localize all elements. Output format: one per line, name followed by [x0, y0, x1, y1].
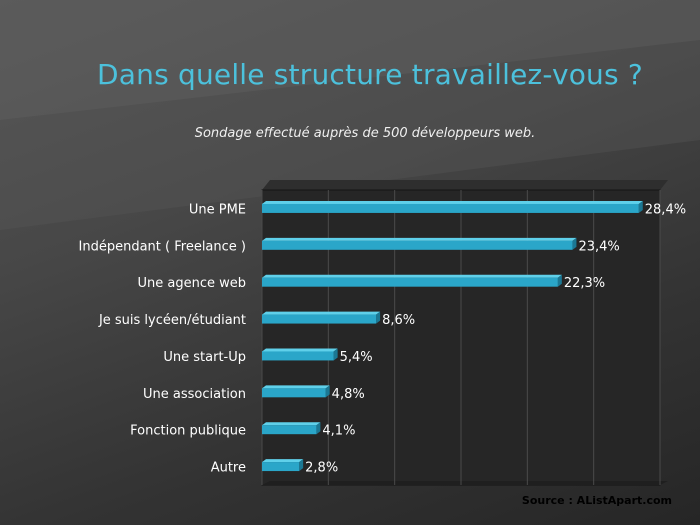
value-label: 23,4% — [578, 239, 619, 254]
category-label: Une start-Up — [163, 350, 246, 365]
bar — [262, 277, 558, 287]
value-label: 8,6% — [382, 313, 415, 328]
bar — [262, 240, 573, 250]
plot-floor — [262, 481, 668, 485]
bar — [262, 462, 300, 472]
slide-title: Dans quelle structure travaillez-vous ? — [97, 58, 643, 91]
bar — [262, 351, 334, 361]
category-label: Je suis lycéen/étudiant — [98, 313, 246, 328]
value-label: 4,8% — [332, 387, 365, 402]
category-label: Autre — [211, 461, 246, 476]
bar-top — [262, 459, 304, 463]
category-label: Une agence web — [137, 276, 246, 291]
category-label: Fonction publique — [130, 424, 246, 439]
value-label: 5,4% — [340, 350, 373, 365]
bar-end — [325, 385, 330, 398]
value-label: 4,1% — [322, 424, 355, 439]
category-label: Indépendant ( Freelance ) — [79, 239, 246, 254]
bar-end — [299, 459, 304, 472]
bar-top — [262, 200, 643, 204]
value-label: 2,8% — [305, 461, 338, 476]
source-credit: Source : AListApart.com — [521, 494, 672, 507]
bar-top — [262, 385, 330, 389]
bar-top — [262, 422, 321, 426]
value-label: 28,4% — [645, 202, 686, 217]
bar-top — [262, 237, 577, 241]
bar-end — [638, 200, 643, 213]
value-label: 22,3% — [564, 276, 605, 291]
bar-top — [262, 348, 338, 352]
plot-top-face — [262, 180, 668, 190]
bar-top — [262, 311, 381, 315]
bar — [262, 314, 377, 324]
bar — [262, 425, 317, 435]
slide-subtitle: Sondage effectué auprès de 500 développe… — [194, 126, 536, 141]
bar — [262, 203, 639, 213]
category-label: Une association — [143, 387, 246, 402]
bar-top — [262, 274, 562, 278]
bar-end — [376, 311, 381, 324]
bar-end — [333, 348, 338, 361]
bar-end — [572, 237, 577, 250]
bar — [262, 388, 326, 398]
category-label: Une PME — [189, 202, 246, 217]
bar-end — [557, 274, 562, 287]
bar-end — [316, 422, 321, 435]
